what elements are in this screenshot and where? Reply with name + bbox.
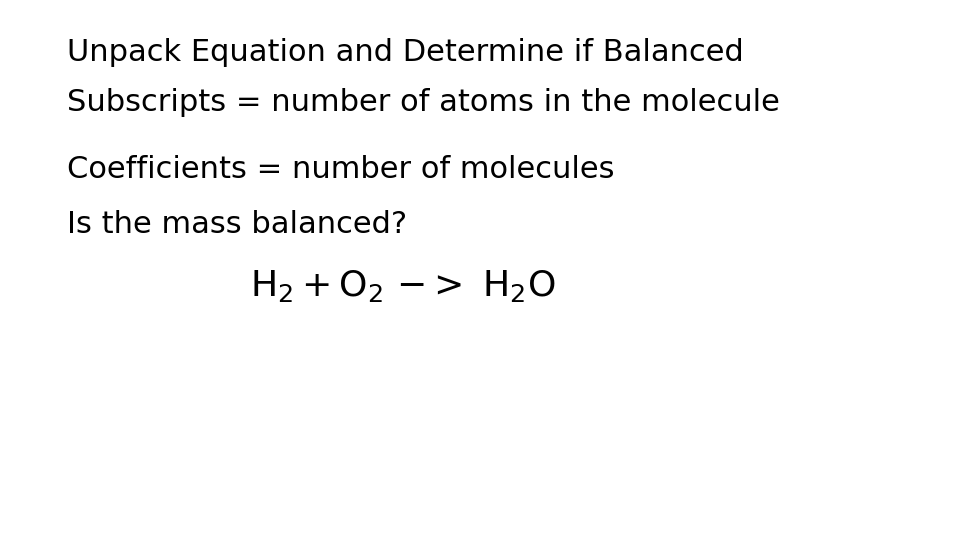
Text: Coefficients = number of molecules: Coefficients = number of molecules bbox=[67, 155, 614, 184]
Text: Unpack Equation and Determine if Balanced: Unpack Equation and Determine if Balance… bbox=[67, 38, 744, 67]
Text: Subscripts = number of atoms in the molecule: Subscripts = number of atoms in the mole… bbox=[67, 88, 780, 117]
Text: Is the mass balanced?: Is the mass balanced? bbox=[67, 210, 407, 239]
Text: $\mathsf{H_2 + O_2}$ $\mathsf{->}$ $\mathsf{H_2O}$: $\mathsf{H_2 + O_2}$ $\mathsf{->}$ $\mat… bbox=[250, 268, 556, 304]
